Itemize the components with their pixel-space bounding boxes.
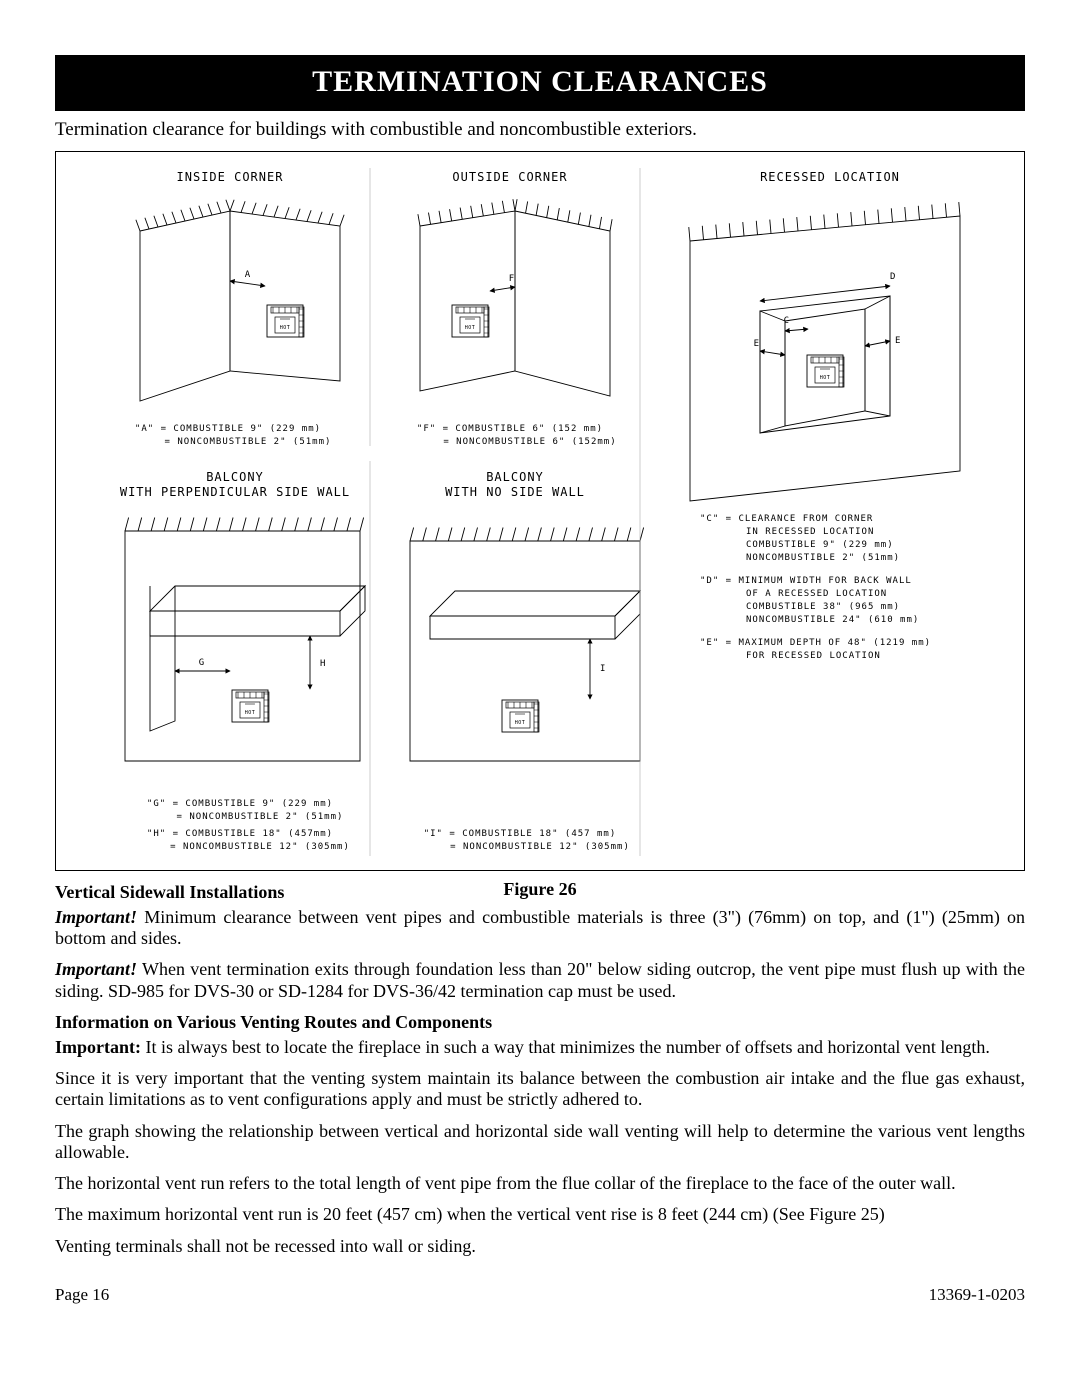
svg-text:I: I bbox=[600, 664, 606, 674]
svg-text:F: F bbox=[509, 274, 515, 284]
svg-text:= NONCOMBUSTIBLE 12" (305mm): = NONCOMBUSTIBLE 12" (305mm) bbox=[450, 842, 630, 852]
para-graph: The graph showing the relationship betwe… bbox=[55, 1121, 1025, 1163]
important-3: Important: It is always best to locate t… bbox=[55, 1037, 1025, 1058]
figure-26-box: INSIDE CORNER HOT A "A" = COMBUSTIBLE 9" (2… bbox=[55, 151, 1025, 871]
svg-text:COMBUSTIBLE 9" (229 mm): COMBUSTIBLE 9" (229 mm) bbox=[746, 540, 894, 550]
svg-text:HOT: HOT bbox=[515, 720, 526, 726]
svg-text:"G" = COMBUSTIBLE 9" (229 mm: "G" = COMBUSTIBLE 9" (229 mm) bbox=[147, 799, 333, 809]
svg-text:BALCONY: BALCONY bbox=[486, 470, 544, 484]
important-2-lead: Important! bbox=[55, 959, 137, 979]
svg-text:"F" = COMBUSTIBLE 6" (152 mm: "F" = COMBUSTIBLE 6" (152 mm) bbox=[417, 424, 603, 434]
important-3-rest: It is always best to locate the fireplac… bbox=[141, 1037, 990, 1057]
svg-text:"E" = MAXIMUM DEPTH OF 48" (: "E" = MAXIMUM DEPTH OF 48" (1219 mm) bbox=[700, 638, 931, 648]
svg-text:"C" = CLEARANCE FROM CORNER: "C" = CLEARANCE FROM CORNER bbox=[700, 514, 873, 524]
svg-text:G: G bbox=[199, 658, 205, 668]
svg-text:WITH NO SIDE WALL: WITH NO SIDE WALL bbox=[445, 485, 585, 499]
svg-text:"I" = COMBUSTIBLE 18" (457 m: "I" = COMBUSTIBLE 18" (457 mm) bbox=[424, 829, 617, 839]
important-1-rest: Minimum clearance between vent pipes and… bbox=[55, 907, 1025, 948]
svg-text:NONCOMBUSTIBLE 2" (51mm): NONCOMBUSTIBLE 2" (51mm) bbox=[746, 553, 900, 563]
para-max: The maximum horizontal vent run is 20 fe… bbox=[55, 1204, 1025, 1225]
para-recess: Venting terminals shall not be recessed … bbox=[55, 1236, 1025, 1257]
svg-text:E: E bbox=[754, 339, 760, 349]
svg-text:E: E bbox=[895, 336, 901, 346]
svg-text:INSIDE CORNER: INSIDE CORNER bbox=[177, 170, 284, 184]
title-bar: TERMINATION CLEARANCES bbox=[55, 55, 1025, 111]
important-1: Important! Minimum clearance between ven… bbox=[55, 907, 1025, 949]
svg-text:= NONCOMBUSTIBLE 2" (51mm): = NONCOMBUSTIBLE 2" (51mm) bbox=[177, 812, 344, 822]
svg-text:COMBUSTIBLE 38" (965 mm): COMBUSTIBLE 38" (965 mm) bbox=[746, 602, 900, 612]
svg-text:RECESSED LOCATION: RECESSED LOCATION bbox=[760, 170, 900, 184]
svg-text:NONCOMBUSTIBLE 24" (610 mm): NONCOMBUSTIBLE 24" (610 mm) bbox=[746, 615, 919, 625]
important-1-lead: Important! bbox=[55, 907, 137, 927]
figure-26-svg: INSIDE CORNER HOT A "A" = COMBUSTIBLE 9" (2… bbox=[60, 156, 1020, 866]
svg-text:= NONCOMBUSTIBLE 12" (305mm): = NONCOMBUSTIBLE 12" (305mm) bbox=[170, 842, 350, 852]
para-balance: Since it is very important that the vent… bbox=[55, 1068, 1025, 1110]
svg-text:A: A bbox=[245, 270, 251, 280]
svg-text:HOT: HOT bbox=[280, 325, 291, 331]
svg-text:= NONCOMBUSTIBLE 6" (152mm): = NONCOMBUSTIBLE 6" (152mm) bbox=[443, 437, 616, 447]
svg-text:H: H bbox=[320, 659, 326, 669]
info-head: Information on Various Venting Routes an… bbox=[55, 1012, 1025, 1033]
footer: Page 16 13369-1-0203 bbox=[55, 1285, 1025, 1305]
svg-text:FOR RECESSED LOCATION: FOR RECESSED LOCATION bbox=[746, 651, 881, 661]
svg-text:"H" = COMBUSTIBLE 18" (457mm: "H" = COMBUSTIBLE 18" (457mm) bbox=[147, 829, 333, 839]
footer-left: Page 16 bbox=[55, 1285, 109, 1305]
svg-text:OUTSIDE CORNER: OUTSIDE CORNER bbox=[452, 170, 567, 184]
svg-text:D: D bbox=[890, 272, 896, 282]
svg-text:"D" = MINIMUM WIDTH FOR BACK: "D" = MINIMUM WIDTH FOR BACK WALL bbox=[700, 576, 912, 586]
svg-text:C: C bbox=[784, 316, 790, 326]
important-2-rest: When vent termination exits through foun… bbox=[55, 959, 1025, 1000]
svg-text:OF A RECESSED LOCATION: OF A RECESSED LOCATION bbox=[746, 589, 887, 599]
svg-text:"A" = COMBUSTIBLE 9" (229 mm: "A" = COMBUSTIBLE 9" (229 mm) bbox=[135, 424, 321, 434]
important-2: Important! When vent termination exits t… bbox=[55, 959, 1025, 1001]
svg-text:BALCONY: BALCONY bbox=[206, 470, 264, 484]
svg-text:= NONCOMBUSTIBLE 2" (51mm): = NONCOMBUSTIBLE 2" (51mm) bbox=[165, 437, 332, 447]
footer-right: 13369-1-0203 bbox=[929, 1285, 1025, 1305]
para-horiz: The horizontal vent run refers to the to… bbox=[55, 1173, 1025, 1194]
svg-text:IN RECESSED LOCATION: IN RECESSED LOCATION bbox=[746, 527, 874, 537]
svg-text:HOT: HOT bbox=[245, 710, 256, 716]
svg-text:HOT: HOT bbox=[820, 375, 831, 381]
important-3-lead: Important: bbox=[55, 1037, 141, 1057]
svg-text:HOT: HOT bbox=[465, 325, 476, 331]
intro-text: Termination clearance for buildings with… bbox=[55, 119, 1025, 141]
svg-text:WITH PERPENDICULAR SIDE WALL: WITH PERPENDICULAR SIDE WALL bbox=[120, 485, 350, 499]
